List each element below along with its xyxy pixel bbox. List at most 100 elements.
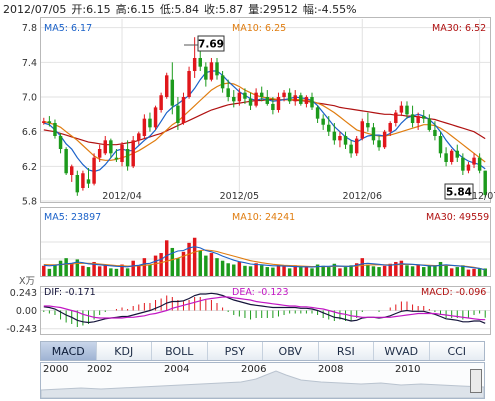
volume-bar (198, 250, 202, 276)
volume-bar (382, 265, 387, 276)
candle-body (159, 95, 163, 110)
candle-body (137, 133, 141, 141)
price-y-tick-label: 7.0 (22, 93, 37, 104)
volume-bar (315, 264, 320, 276)
quote-change: 幅:-4.55% (302, 3, 357, 16)
candle-body (243, 92, 247, 99)
candle-body (103, 140, 107, 154)
candle-body (114, 157, 119, 160)
candle-body (254, 92, 258, 106)
volume-bar (444, 264, 448, 276)
volume-bar (64, 258, 68, 276)
tab-psy[interactable]: PSY (207, 342, 263, 360)
volume-bar (416, 264, 420, 276)
candle-body (58, 136, 63, 149)
candle-body (332, 131, 337, 141)
tab-boll[interactable]: BOLL (152, 342, 208, 360)
volume-bar (304, 266, 309, 276)
volume-bar (433, 266, 437, 276)
volume-bar (120, 264, 124, 276)
candle-body (405, 105, 409, 115)
volume-bar (42, 265, 46, 276)
indicator-tabs: MACD KDJ BOLL PSY OBV RSI WVAD CCI (40, 341, 485, 361)
low-callout-box (444, 183, 474, 200)
volume-bar (164, 240, 169, 276)
volume-bar (58, 260, 63, 276)
candle-body (360, 121, 365, 139)
candle-body (399, 105, 404, 113)
candle-body (299, 95, 303, 104)
candle-body (427, 118, 432, 130)
price-ma10-label: MA10: 6.25 (232, 23, 286, 34)
candle-body (449, 150, 454, 162)
volume-bar (53, 264, 57, 276)
volume-bar (254, 263, 258, 276)
candle-body (433, 129, 437, 136)
volume-bar (226, 263, 230, 276)
high-callout: 7.69 (184, 35, 225, 52)
volume-bar (343, 267, 348, 276)
overview-year-2010: 2010 (395, 364, 421, 375)
volume-bar (438, 261, 443, 276)
volume-bar (137, 265, 141, 276)
volume-bar (103, 265, 107, 276)
macd-y-tick-label: 0.243 (10, 288, 37, 299)
overview-range-handle[interactable] (470, 369, 482, 393)
price-ma5-label: MA5: 6.17 (44, 23, 92, 34)
candle-body (371, 127, 376, 141)
candle-body (271, 103, 275, 110)
volume-ma30-label: MA30: 49559 (426, 212, 489, 223)
tab-rsi[interactable]: RSI (318, 342, 374, 360)
candle-body (69, 166, 74, 175)
candle-body (164, 75, 169, 97)
quote-low: 低:5.84 (159, 3, 200, 16)
candle-body (259, 92, 264, 97)
volume-bar (276, 264, 281, 276)
tab-macd[interactable]: MACD (41, 342, 97, 360)
volume-bar (131, 260, 135, 276)
tab-obv[interactable]: OBV (263, 342, 319, 360)
candle-body (377, 140, 381, 148)
volume-bar (142, 258, 147, 276)
volume-bar (405, 265, 409, 276)
candle-body (466, 164, 471, 171)
price-x-tick-label: 2012/06 (343, 191, 382, 202)
candle-body (209, 62, 214, 80)
volume-bar (75, 259, 80, 276)
candle-body (354, 138, 359, 154)
volume-bar (332, 263, 337, 276)
candle-body (42, 121, 46, 123)
quote-volume: 量:29512 (248, 3, 298, 16)
history-overview[interactable]: 2000 2002 2004 2006 2008 2010 (40, 362, 485, 399)
candle-body (366, 123, 370, 128)
volume-bar (92, 261, 96, 276)
candle-body (327, 124, 331, 132)
volume-bar (354, 263, 359, 276)
volume-bar (47, 268, 52, 276)
high-callout-box (197, 35, 225, 52)
tab-kdj[interactable]: KDJ (96, 342, 152, 360)
overview-year-2002: 2002 (87, 364, 113, 375)
volume-ma5-line (43, 246, 486, 271)
volume-bar (86, 267, 91, 276)
quote-close: 收:5.87 (204, 3, 244, 16)
volume-bar (394, 261, 398, 276)
volume-ma10-label: MA10: 24241 (232, 212, 295, 223)
candle-body (293, 95, 297, 102)
tab-wvad[interactable]: WVAD (374, 342, 430, 360)
macd-y-tick-label: 0.00 (16, 306, 37, 317)
candle-body (338, 136, 342, 141)
volume-bar (483, 268, 487, 276)
tab-cci[interactable]: CCI (429, 342, 484, 360)
candle-body (310, 97, 314, 108)
volume-bar (371, 266, 376, 276)
volume-bar (109, 268, 113, 276)
volume-bar (181, 251, 186, 276)
candle-body (455, 150, 460, 158)
candle-body (215, 62, 219, 76)
volume-bar (209, 253, 214, 276)
quote-open: 开:6.15 (71, 3, 111, 16)
candle-body (394, 112, 398, 123)
candle-body (438, 136, 443, 154)
